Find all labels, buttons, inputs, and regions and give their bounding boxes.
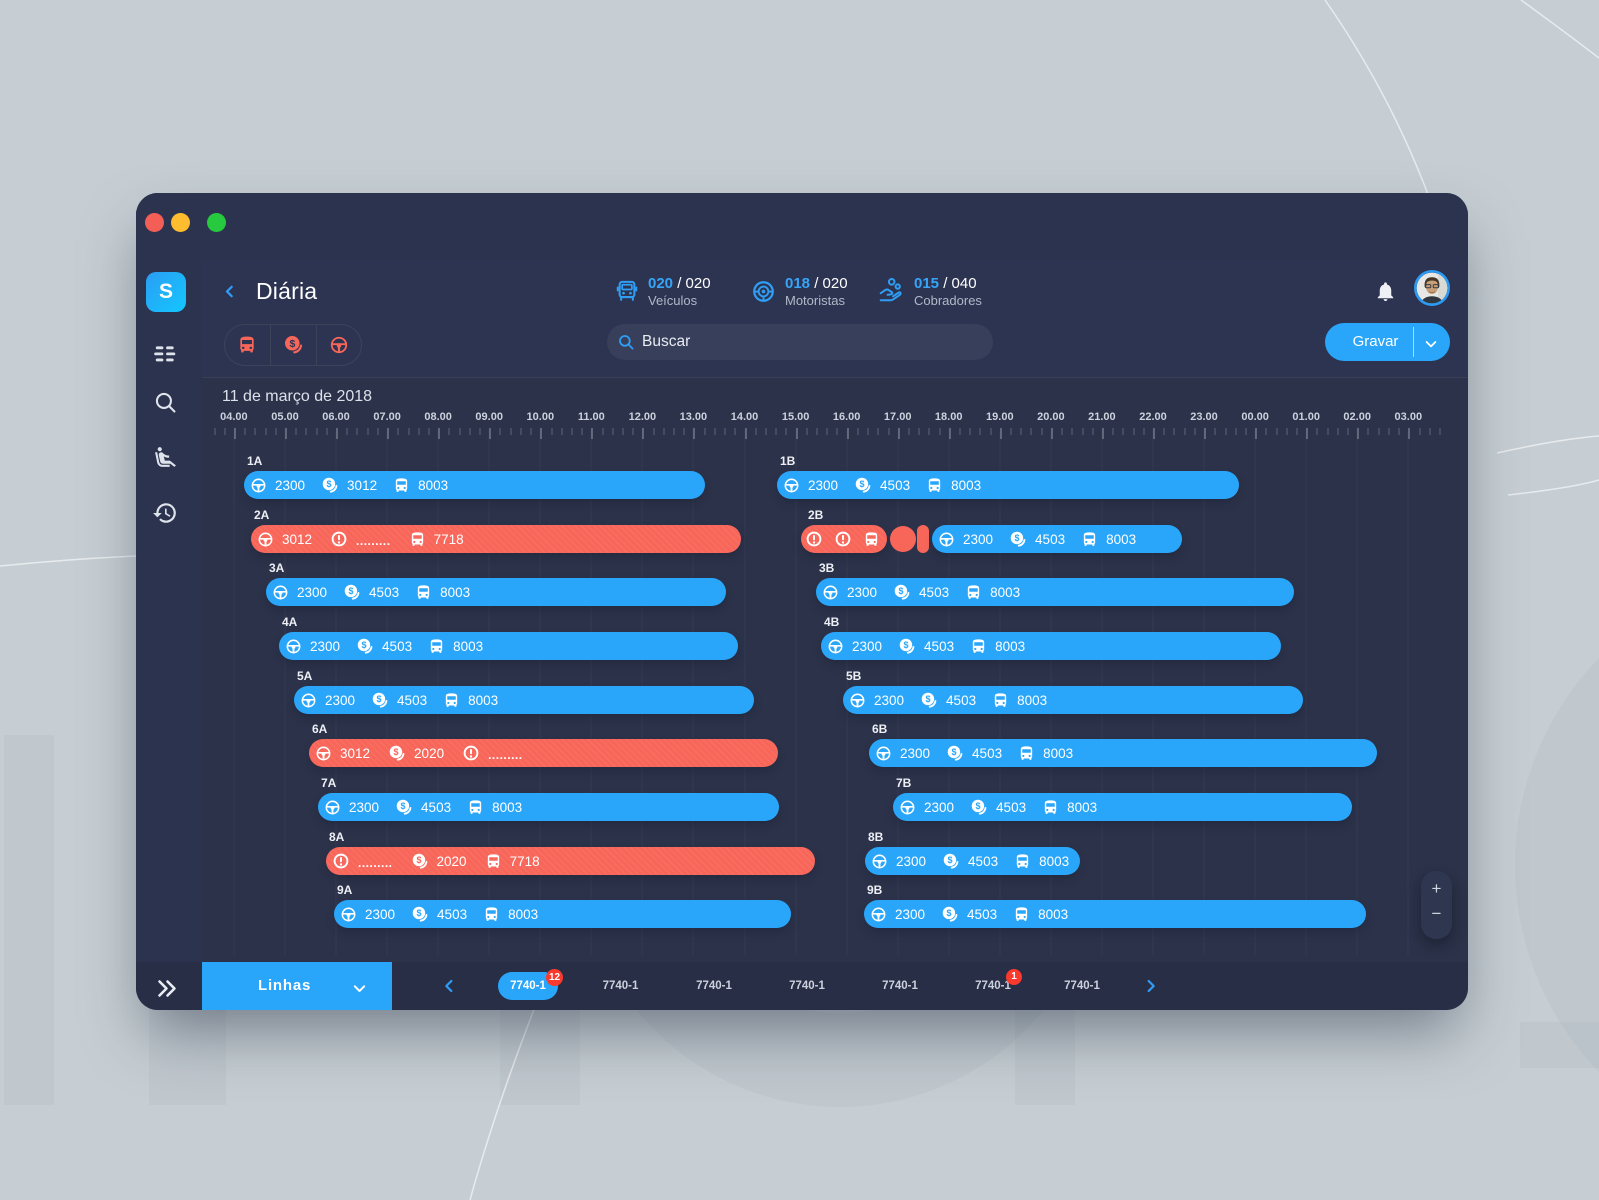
svg-text:$: $	[394, 747, 399, 757]
svg-text:$: $	[362, 640, 367, 650]
svg-text:$: $	[899, 586, 904, 596]
svg-text:$: $	[926, 694, 931, 704]
svg-text:$: $	[860, 479, 865, 489]
svg-text:$: $	[904, 640, 909, 650]
svg-text:$: $	[327, 479, 332, 489]
svg-text:$: $	[948, 855, 953, 865]
svg-text:$: $	[947, 908, 952, 918]
svg-text:$: $	[289, 338, 295, 350]
svg-text:$: $	[349, 586, 354, 596]
svg-text:$: $	[377, 694, 382, 704]
svg-text:$: $	[401, 801, 406, 811]
svg-text:$: $	[976, 801, 981, 811]
svg-text:$: $	[416, 855, 421, 865]
svg-text:$: $	[417, 908, 422, 918]
svg-text:$: $	[1015, 533, 1020, 543]
svg-text:$: $	[952, 747, 957, 757]
